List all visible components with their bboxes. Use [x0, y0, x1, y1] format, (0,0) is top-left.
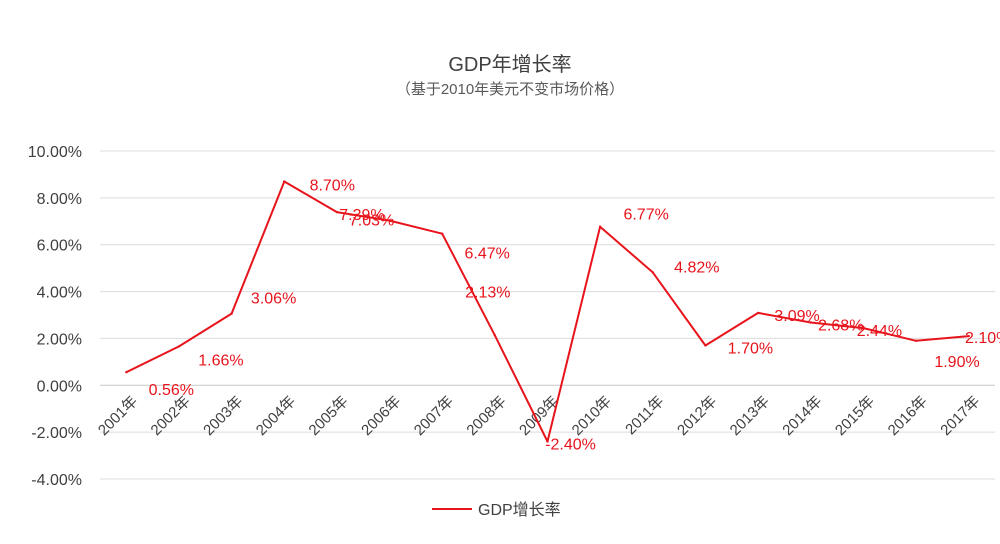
data-label: 4.82% — [674, 259, 719, 276]
data-point[interactable] — [967, 334, 970, 338]
data-label: 1.70% — [728, 340, 773, 357]
legend-label: GDP增长率 — [478, 501, 561, 519]
data-point[interactable] — [493, 334, 497, 337]
data-point[interactable] — [809, 321, 812, 324]
data-point[interactable] — [125, 370, 128, 374]
y-tick-label: 10.00% — [28, 144, 82, 161]
data-label: 7.39% — [339, 207, 384, 224]
data-label: 2.44% — [857, 323, 902, 340]
series-layer — [125, 180, 970, 443]
data-point[interactable] — [862, 326, 865, 330]
data-point[interactable] — [335, 210, 339, 214]
data-point[interactable] — [546, 440, 549, 443]
data-point[interactable] — [388, 219, 391, 222]
data-point[interactable] — [704, 344, 707, 347]
y-tick-label: -4.00% — [31, 472, 82, 489]
y-tick-label: -2.00% — [31, 425, 82, 442]
x-tick-label: 2011年 — [622, 393, 667, 438]
data-point[interactable] — [756, 311, 760, 315]
data-label: 1.66% — [198, 352, 243, 369]
gridlines — [100, 150, 995, 480]
data-label: 6.77% — [623, 207, 668, 224]
data-point[interactable] — [598, 225, 602, 228]
data-point[interactable] — [177, 345, 181, 348]
data-label: 3.09% — [774, 308, 819, 325]
data-point[interactable] — [914, 339, 918, 342]
data-point[interactable] — [441, 232, 444, 235]
y-tick-label: 8.00% — [37, 191, 82, 208]
data-labels: 0.56%1.66% 3.06% 8.70% 7.39%7.03% 6.47% 2.13%… — [149, 177, 1000, 453]
data-point[interactable] — [283, 180, 286, 183]
data-label: 7.03% — [349, 213, 394, 230]
data-label: -2.40% — [545, 437, 596, 454]
y-axis: 10.00% 8.00% 6.00% 4.00% 2.00% 0.00% -2.00% -4.… — [28, 144, 82, 489]
data-point[interactable] — [651, 271, 654, 274]
data-label: 6.47% — [465, 246, 510, 263]
y-tick-label: 4.00% — [37, 285, 82, 302]
data-label: 0.56% — [149, 382, 194, 399]
data-label: 8.70% — [310, 177, 355, 194]
y-tick-label: 0.00% — [37, 378, 82, 395]
data-point[interactable] — [230, 312, 233, 315]
chart-subtitle: （基于2010年美元不变市场价格） — [396, 81, 624, 98]
data-label: 2.13% — [465, 284, 510, 301]
y-tick-label: 6.00% — [37, 238, 82, 255]
data-label: 3.06% — [251, 291, 296, 308]
legend[interactable]: GDP增长率 — [432, 501, 561, 519]
y-tick-label: 2.00% — [37, 331, 82, 348]
data-label: 1.90% — [934, 354, 979, 371]
chart-title: GDP年增长率 — [448, 53, 571, 76]
data-label: 2.10% — [965, 330, 1000, 347]
data-label: 2.68% — [818, 317, 863, 334]
